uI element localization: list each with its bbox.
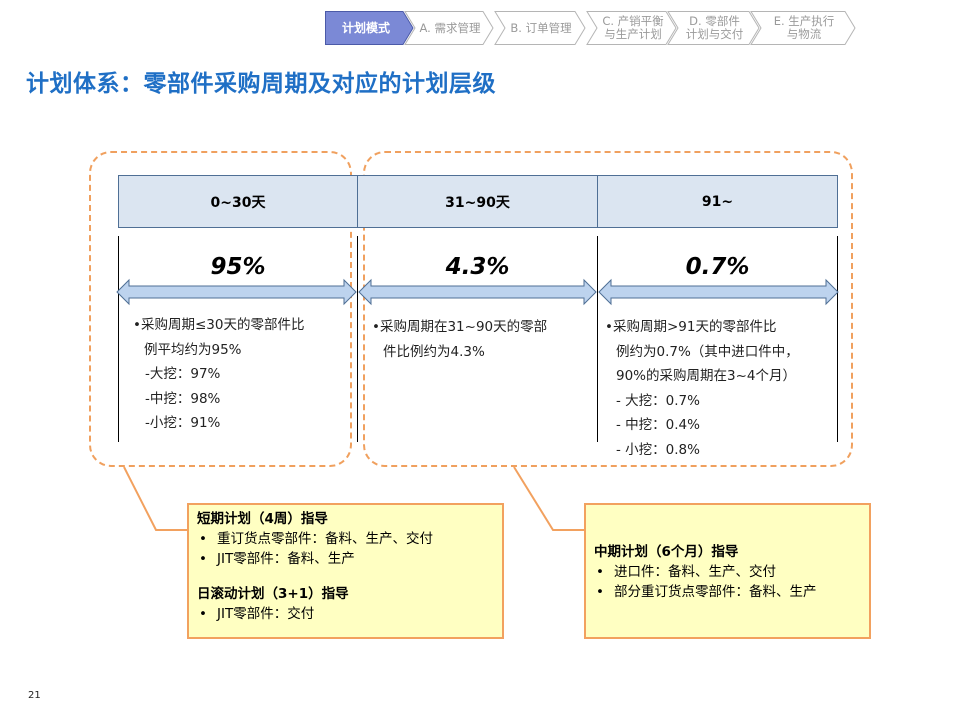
nav-tab-plan-mode[interactable]: 计划模式 — [341, 20, 390, 35]
daily-rolling-plan-title: 日滚动计划（3+1）指导 — [197, 586, 349, 602]
divider-line — [118, 236, 119, 442]
nav-chevron-5 — [750, 11, 856, 45]
nav-tab-execution[interactable]: E. 生产执行 与物流 — [773, 14, 835, 41]
callout-item: • 部分重订货点零部件：备料、生产 — [596, 584, 817, 600]
desc-line: 件比例约为4.3% — [383, 343, 485, 360]
callout-item: • 重订货点零部件：备料、生产、交付 — [199, 531, 433, 547]
desc-line: 例平均约为95% — [144, 341, 242, 358]
nav-chevrons — [325, 11, 856, 45]
connector-mid — [513, 466, 585, 531]
column-header-2: 91~ — [597, 175, 838, 228]
percent-2: 0.7% — [685, 254, 750, 280]
range-arrow-2 — [598, 278, 839, 306]
range-arrow-0 — [116, 278, 357, 306]
mid-term-group-outline — [363, 151, 853, 467]
page-title: 计划体系：零部件采购周期及对应的计划层级 — [26, 71, 496, 97]
divider-line — [357, 236, 358, 442]
nav-tab-balance[interactable]: C. 产销平衡 与生产计划 — [602, 14, 664, 41]
callout-item: • JIT零部件：备料、生产 — [199, 551, 355, 567]
nav-chevron-0 — [325, 11, 414, 45]
desc-line: 90%的采购周期在3~4个月） — [616, 368, 796, 384]
desc-line: -中挖：98% — [145, 390, 221, 407]
desc-line: - 大挖：0.7% — [616, 392, 700, 409]
column-description-0: •采购周期≤30天的零部件比 例平均约为95% -大挖：97% -中挖：98% … — [133, 313, 304, 436]
mid-term-plan-callout: 中期计划（6个月）指导 • 进口件：备料、生产、交付 • 部分重订货点零部件：备料、… — [584, 503, 871, 639]
desc-line: •采购周期>91天的零部件比 — [605, 319, 777, 335]
nav-chevron-4 — [667, 11, 760, 45]
desc-line: -小挖：91% — [145, 415, 221, 431]
column-header-0: 0~30天 — [118, 175, 358, 228]
percent-1: 4.3% — [445, 254, 510, 280]
nav-tab-parts[interactable]: D. 零部件 计划与交付 — [685, 14, 744, 41]
nav-tab-demand[interactable]: A. 需求管理 — [419, 20, 481, 35]
short-term-plan-title: 短期计划（4周）指导 — [197, 511, 328, 527]
nav-tab-order[interactable]: B. 订单管理 — [510, 20, 572, 35]
range-arrow-1 — [358, 278, 597, 306]
nav-chevron-1 — [404, 11, 494, 45]
callout-item: • JIT零部件：交付 — [199, 606, 315, 622]
process-nav: 计划模式 A. 需求管理 B. 订单管理 C. 产销平衡 与生产计划 D. 零部… — [325, 11, 860, 45]
desc-line: •采购周期≤30天的零部件比 — [133, 317, 305, 333]
connector-short — [123, 466, 188, 531]
short-term-group-outline — [89, 151, 352, 467]
percent-0: 95% — [210, 254, 266, 280]
divider-line — [597, 236, 598, 442]
short-term-plan-callout: 短期计划（4周）指导 • 重订货点零部件：备料、生产、交付 • JIT零部件：备料、… — [187, 503, 504, 639]
desc-line: - 中挖：0.4% — [616, 417, 700, 433]
callout-item: • 进口件：备料、生产、交付 — [596, 564, 776, 580]
desc-line: -大挖：97% — [145, 366, 221, 382]
divider-line — [837, 236, 838, 442]
range-arrows — [116, 278, 839, 306]
nav-chevron-3 — [586, 11, 677, 45]
desc-line: •采购周期在31~90天的零部 — [372, 319, 548, 335]
desc-line: - 小挖：0.8% — [616, 441, 700, 458]
desc-line: 例约为0.7%（其中进口件中， — [616, 343, 799, 360]
column-header-1: 31~90天 — [357, 175, 598, 228]
column-description-1: •采购周期在31~90天的零部 件比例约为4.3% — [372, 315, 547, 364]
nav-chevron-2 — [494, 11, 586, 45]
mid-term-plan-title: 中期计划（6个月）指导 — [594, 544, 739, 560]
column-description-2: •采购周期>91天的零部件比 例约为0.7%（其中进口件中， 90%的采购周期在… — [605, 315, 799, 462]
page-number: 21 — [28, 690, 41, 701]
